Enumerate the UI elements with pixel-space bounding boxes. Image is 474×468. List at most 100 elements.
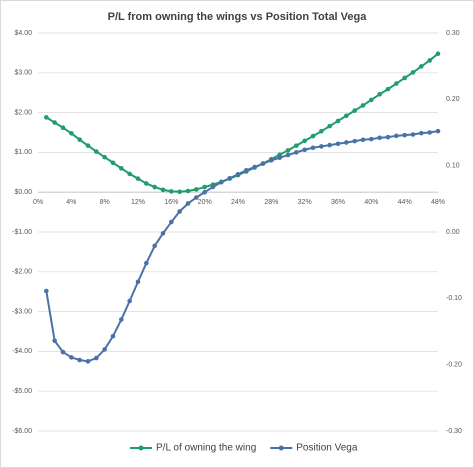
data-point xyxy=(360,137,366,143)
y-tick-label: -$5.00 xyxy=(12,388,32,395)
y-tick-label: $4.00 xyxy=(14,30,32,37)
data-point xyxy=(202,184,207,190)
x-tick-label: 12% xyxy=(131,199,145,206)
x-tick-label: 44% xyxy=(398,199,412,206)
data-point xyxy=(369,136,374,142)
data-point xyxy=(352,108,357,113)
y-tick-label: -$4.00 xyxy=(12,348,32,355)
data-point xyxy=(152,243,157,249)
y-tick-label: -$1.00 xyxy=(12,229,32,236)
y2-tick-label: 0.30 xyxy=(446,30,460,37)
data-point xyxy=(385,86,391,92)
data-point xyxy=(410,70,416,75)
data-point xyxy=(319,129,324,134)
data-point xyxy=(335,141,341,147)
x-tick-label: 40% xyxy=(364,199,378,206)
data-point xyxy=(285,152,291,158)
data-point xyxy=(94,149,99,154)
x-tick-label: 8% xyxy=(100,199,110,206)
data-point xyxy=(394,81,399,86)
chart-title: P/L from owning the wings vs Position To… xyxy=(108,11,368,23)
data-point xyxy=(194,195,199,200)
data-point xyxy=(427,130,432,135)
x-tick-label: 20% xyxy=(198,199,212,206)
data-point xyxy=(102,347,107,352)
legend-marker xyxy=(138,445,144,451)
data-point xyxy=(185,201,191,206)
y-tick-label: -$6.00 xyxy=(12,428,32,435)
data-point xyxy=(394,133,399,139)
data-point xyxy=(310,133,316,139)
data-point xyxy=(427,58,432,63)
y2-tick-label: 0.10 xyxy=(446,163,460,170)
data-point xyxy=(294,150,299,155)
data-point xyxy=(152,184,157,190)
data-point xyxy=(402,75,407,81)
data-point xyxy=(60,125,66,131)
x-tick-label: 0% xyxy=(33,199,43,206)
legend-label: P/L of owning the wing xyxy=(156,443,256,454)
data-point xyxy=(244,168,249,173)
data-point xyxy=(227,175,232,181)
data-point xyxy=(135,176,141,181)
data-point xyxy=(135,279,141,285)
data-point xyxy=(169,219,174,225)
data-point xyxy=(85,143,91,148)
data-point xyxy=(52,120,57,125)
y2-tick-label: 0.20 xyxy=(446,96,460,103)
data-point xyxy=(419,64,424,69)
data-point xyxy=(402,132,407,138)
data-point xyxy=(110,160,116,166)
data-point xyxy=(94,355,99,361)
data-point xyxy=(335,118,341,124)
data-point xyxy=(77,357,82,363)
data-point xyxy=(160,231,166,236)
data-point xyxy=(294,143,299,148)
data-point xyxy=(252,164,257,170)
y-tick-label: $3.00 xyxy=(14,70,32,77)
data-point xyxy=(377,135,382,141)
data-point xyxy=(144,260,149,266)
x-tick-label: 32% xyxy=(298,199,312,206)
data-point xyxy=(435,51,441,56)
data-point xyxy=(260,161,266,166)
data-point xyxy=(219,179,224,185)
legend-marker xyxy=(278,445,284,451)
data-point xyxy=(69,130,74,136)
legend-label: Position Vega xyxy=(296,443,358,454)
y2-tick-label: -0.10 xyxy=(446,295,462,302)
data-point xyxy=(160,187,166,193)
data-point xyxy=(319,144,324,149)
data-point xyxy=(144,181,149,186)
data-point xyxy=(385,134,391,140)
data-point xyxy=(44,288,49,294)
data-point xyxy=(52,338,57,344)
data-point xyxy=(177,189,182,195)
x-tick-label: 36% xyxy=(331,199,345,206)
data-point xyxy=(419,130,424,136)
data-point xyxy=(344,140,349,145)
data-point xyxy=(327,142,332,148)
x-tick-label: 28% xyxy=(264,199,278,206)
data-point xyxy=(410,132,416,137)
data-point xyxy=(44,115,49,120)
data-point xyxy=(369,97,374,103)
data-point xyxy=(177,209,182,214)
data-point xyxy=(285,148,291,153)
y2-tick-label: -0.30 xyxy=(446,428,462,435)
data-point xyxy=(210,184,216,190)
y-tick-label: $2.00 xyxy=(14,109,32,116)
data-point xyxy=(60,349,66,355)
y-tick-label: -$3.00 xyxy=(12,308,32,315)
y-tick-label: $0.00 xyxy=(14,189,32,196)
data-point xyxy=(302,138,307,144)
data-point xyxy=(360,103,366,108)
data-point xyxy=(127,298,132,304)
data-point xyxy=(302,147,307,153)
x-tick-label: 24% xyxy=(231,199,245,206)
data-point xyxy=(377,91,382,97)
data-point xyxy=(327,123,332,129)
x-tick-label: 48% xyxy=(431,199,445,206)
